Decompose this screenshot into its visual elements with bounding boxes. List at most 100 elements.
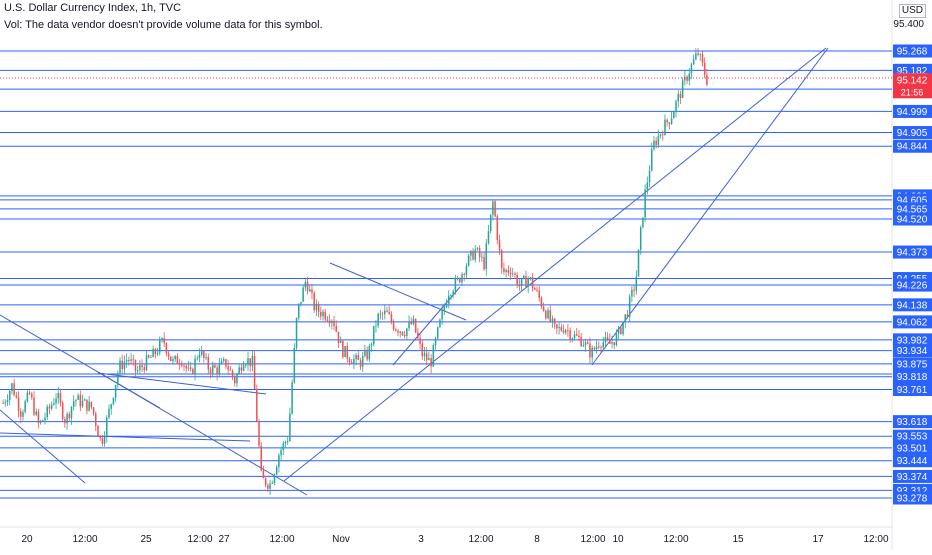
candle-body — [527, 278, 529, 287]
candle-body — [703, 62, 706, 75]
candle-body — [487, 231, 490, 244]
price-tag — [893, 344, 932, 358]
candle-body — [648, 170, 651, 183]
candle-body — [269, 483, 271, 489]
candle-body — [483, 256, 485, 270]
candle-body — [628, 296, 631, 317]
price-level-label: 94.999 — [897, 107, 928, 118]
trend-line — [0, 432, 251, 442]
candle-body — [386, 310, 388, 313]
price-tag — [893, 245, 932, 259]
candle-body — [163, 338, 165, 344]
candle-body — [322, 311, 324, 317]
candle-body — [44, 417, 46, 421]
candle-body — [613, 342, 616, 346]
price-level-label: 93.312 — [897, 486, 928, 497]
candle-body — [626, 314, 629, 317]
candle-body — [509, 272, 512, 275]
candle-body — [99, 435, 101, 439]
time-tick-label: 17 — [812, 534, 824, 545]
candle-body — [214, 365, 216, 368]
candle-body — [339, 340, 342, 343]
candle-body — [531, 277, 534, 289]
candle-body — [653, 140, 655, 150]
candle-body — [388, 312, 390, 315]
candle-body — [172, 359, 174, 362]
candle-body — [284, 442, 287, 444]
candle-body — [637, 249, 640, 277]
candle-body — [134, 359, 137, 371]
candle-body — [245, 364, 247, 366]
candle-body — [556, 324, 558, 329]
time-tick-label: 12:00 — [663, 534, 688, 545]
price-level-label: 94.520 — [897, 215, 928, 226]
candle-body — [582, 345, 585, 347]
candle-body — [94, 413, 97, 426]
time-tick-label: 8 — [534, 534, 540, 545]
candle-body — [595, 346, 598, 350]
candle-body — [423, 353, 426, 357]
candle-body — [439, 319, 441, 328]
time-tick-label: 15 — [732, 534, 744, 545]
time-tick-label: 25 — [140, 534, 152, 545]
candle-body — [408, 321, 410, 329]
candle-body — [8, 391, 11, 400]
candle-body — [419, 338, 421, 344]
time-tick-label: 12:00 — [468, 534, 493, 545]
candle-body — [401, 331, 404, 335]
candle-body — [631, 289, 633, 297]
candle-body — [598, 346, 600, 348]
candle-body — [260, 445, 263, 471]
candle-body — [161, 338, 163, 341]
candle-body — [414, 318, 417, 333]
candle-body — [183, 365, 185, 367]
time-axis: 20 12:00 25 12:00 27 12:00 Nov 3 12:00 8 12:00 10 12… — [21, 534, 889, 545]
candle-body — [253, 356, 256, 389]
price-tag — [893, 44, 932, 58]
candle-body — [454, 278, 457, 292]
candle-body — [344, 346, 346, 358]
candle-body — [397, 330, 399, 333]
candle-body — [83, 399, 86, 401]
candle-body — [308, 289, 311, 292]
price-level-label: 93.618 — [897, 417, 928, 428]
candle-body — [229, 369, 232, 371]
candle-body — [692, 59, 695, 65]
candle-body — [617, 327, 620, 334]
candle-body — [348, 358, 351, 363]
candle-body — [481, 256, 483, 258]
candle-body — [470, 250, 472, 256]
candle-body — [205, 357, 207, 358]
candle-body — [278, 455, 280, 468]
candle-body — [181, 364, 183, 366]
last-price-tag — [893, 73, 932, 99]
candle-body — [639, 227, 642, 250]
candle-body — [699, 54, 702, 56]
candle-body — [207, 357, 210, 370]
candle-body — [520, 278, 523, 286]
candle-body — [130, 359, 132, 361]
candle-body — [507, 269, 510, 273]
candle-body — [150, 357, 152, 358]
candle-body — [688, 73, 691, 81]
candle-body — [28, 392, 31, 395]
candle-body — [15, 395, 18, 398]
candle-body — [428, 358, 430, 361]
candle-body — [679, 93, 682, 98]
price-level-label: 93.818 — [897, 372, 928, 383]
candle-body — [333, 320, 335, 326]
candle-body — [399, 331, 402, 333]
candle-body — [379, 313, 382, 315]
candle-body — [227, 366, 229, 370]
candle-body — [39, 420, 42, 424]
currency-label[interactable]: USD — [898, 4, 926, 18]
candle-body — [264, 478, 267, 486]
price-level-label: 94.565 — [897, 204, 928, 215]
price-axis-labels: 95.26895.18295.09894.99994.90594.84494.6… — [893, 44, 932, 505]
candle-body — [320, 311, 322, 317]
price-level-label: 94.605 — [897, 195, 928, 206]
candle-body — [615, 333, 618, 346]
candle-body — [384, 310, 386, 315]
